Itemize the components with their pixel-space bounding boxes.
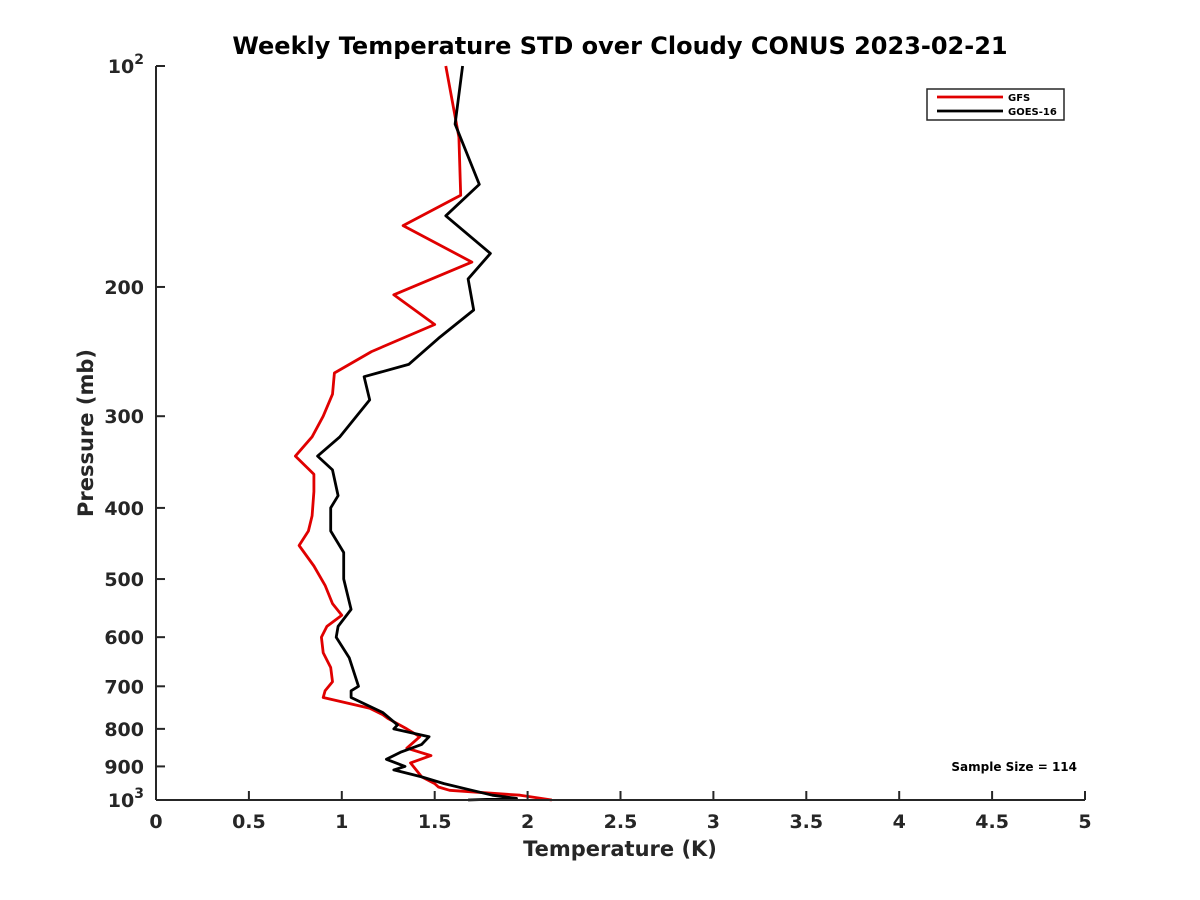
- x-tick-label: 5: [1078, 811, 1091, 833]
- legend-box: [926, 88, 1065, 121]
- x-tick-label: 1: [335, 811, 348, 833]
- y-tick-label: 300: [104, 406, 144, 428]
- x-tick-label: 3.5: [789, 811, 823, 833]
- x-tick-label: 4: [893, 811, 906, 833]
- x-tick-label: 1.5: [418, 811, 452, 833]
- chart-title: Weekly Temperature STD over Cloudy CONUS…: [232, 32, 1007, 60]
- sample-size-annotation: Sample Size = 114: [951, 760, 1077, 774]
- axes-layer: [155, 66, 1085, 801]
- y-tick-label: 103: [108, 786, 144, 812]
- y-tick-label: 700: [104, 676, 144, 698]
- x-tick-label: 0: [149, 811, 162, 833]
- y-tick-label: 102: [108, 52, 144, 78]
- x-tick-label: 0.5: [232, 811, 266, 833]
- y-tick-label: 600: [104, 627, 144, 649]
- x-tick-label: 2: [521, 811, 534, 833]
- legend-label: GFS: [1008, 93, 1030, 104]
- y-tick-label: 400: [104, 498, 144, 520]
- x-tick-label: 2.5: [604, 811, 638, 833]
- y-tick-label: 500: [104, 569, 144, 591]
- y-axis-label: Pressure (mb): [74, 349, 98, 517]
- legend-label: GOES-16: [1008, 107, 1057, 118]
- legend: GFS GOES-16: [926, 88, 1065, 121]
- series-line-gfs: [293, 65, 553, 802]
- x-tick-label: 4.5: [975, 811, 1009, 833]
- tick-layer: 0 0.5 1 1.5 2 2.5 3 3.5 4 4.5 5 102 200 300 400 500 600 7…: [104, 52, 1091, 833]
- series-line-goes-16: [316, 65, 518, 802]
- series-layer: [293, 65, 553, 802]
- y-tick-label: 200: [104, 277, 144, 299]
- y-tick-label: 800: [104, 719, 144, 741]
- x-axis-label: Temperature (K): [523, 837, 717, 861]
- y-tick-label: 900: [104, 756, 144, 778]
- x-tick-label: 3: [707, 811, 720, 833]
